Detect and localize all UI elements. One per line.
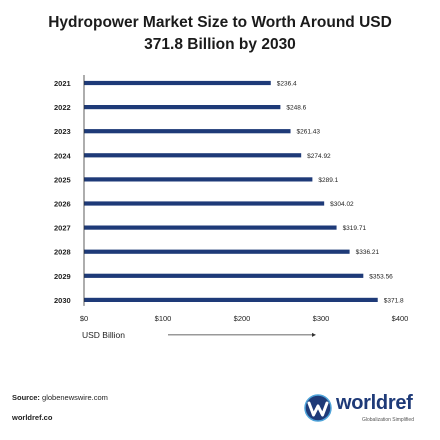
category-label: 2022 xyxy=(54,103,71,112)
x-axis-arrowhead xyxy=(312,332,316,337)
value-label: $371.8 xyxy=(384,297,404,304)
value-label: $319.71 xyxy=(343,225,367,232)
category-label: 2027 xyxy=(54,224,71,233)
x-tick-label: $300 xyxy=(313,314,330,323)
chart-title-line-1: Hydropower Market Size to Worth Around U… xyxy=(48,14,392,31)
site-url: worldref.co xyxy=(12,413,53,422)
source-label: Source: xyxy=(12,393,40,402)
value-label: $236.4 xyxy=(277,81,297,88)
value-label: $274.92 xyxy=(307,153,331,160)
value-label: $336.21 xyxy=(356,249,380,256)
category-label: 2026 xyxy=(54,200,71,209)
bar xyxy=(84,80,271,86)
worldref-logo: worldref Globalization Simplified xyxy=(304,392,434,428)
x-axis-title: USD Billion xyxy=(82,330,125,340)
category-label: 2024 xyxy=(54,151,72,160)
value-label: $289.1 xyxy=(318,177,338,184)
bar xyxy=(84,225,337,230)
x-tick-label: $100 xyxy=(155,314,172,323)
bar xyxy=(84,129,291,134)
source-note: Source: globenewswire.com xyxy=(12,393,108,402)
category-label: 2028 xyxy=(54,248,71,257)
x-tick-label: $0 xyxy=(80,314,88,323)
source-value: globenewswire.com xyxy=(42,393,108,402)
bar xyxy=(84,153,302,158)
bar xyxy=(84,177,313,182)
worldref-logo-icon xyxy=(304,394,332,422)
category-label: 2025 xyxy=(54,175,71,184)
value-label: $261.43 xyxy=(297,129,321,136)
worldref-logo-tagline: Globalization Simplified xyxy=(362,417,414,423)
bar xyxy=(84,105,281,110)
chart-title-line-2: 371.8 Billion by 2030 xyxy=(144,36,296,53)
bar xyxy=(84,297,378,302)
category-label: 2029 xyxy=(54,272,71,281)
value-label: $248.6 xyxy=(286,105,306,112)
x-tick-label: $200 xyxy=(234,314,251,323)
chart-title: Hydropower Market Size to Worth Around U… xyxy=(0,12,440,56)
x-tick-label: $400 xyxy=(392,314,409,323)
category-label: 2023 xyxy=(54,127,71,136)
bar xyxy=(84,273,364,278)
value-label: $353.56 xyxy=(369,273,393,280)
bar xyxy=(84,249,350,254)
worldref-logo-text: worldref xyxy=(336,392,413,414)
category-label: 2030 xyxy=(54,296,71,305)
value-label: $304.02 xyxy=(330,201,354,208)
bar xyxy=(84,201,325,206)
category-label: 2021 xyxy=(54,79,71,88)
